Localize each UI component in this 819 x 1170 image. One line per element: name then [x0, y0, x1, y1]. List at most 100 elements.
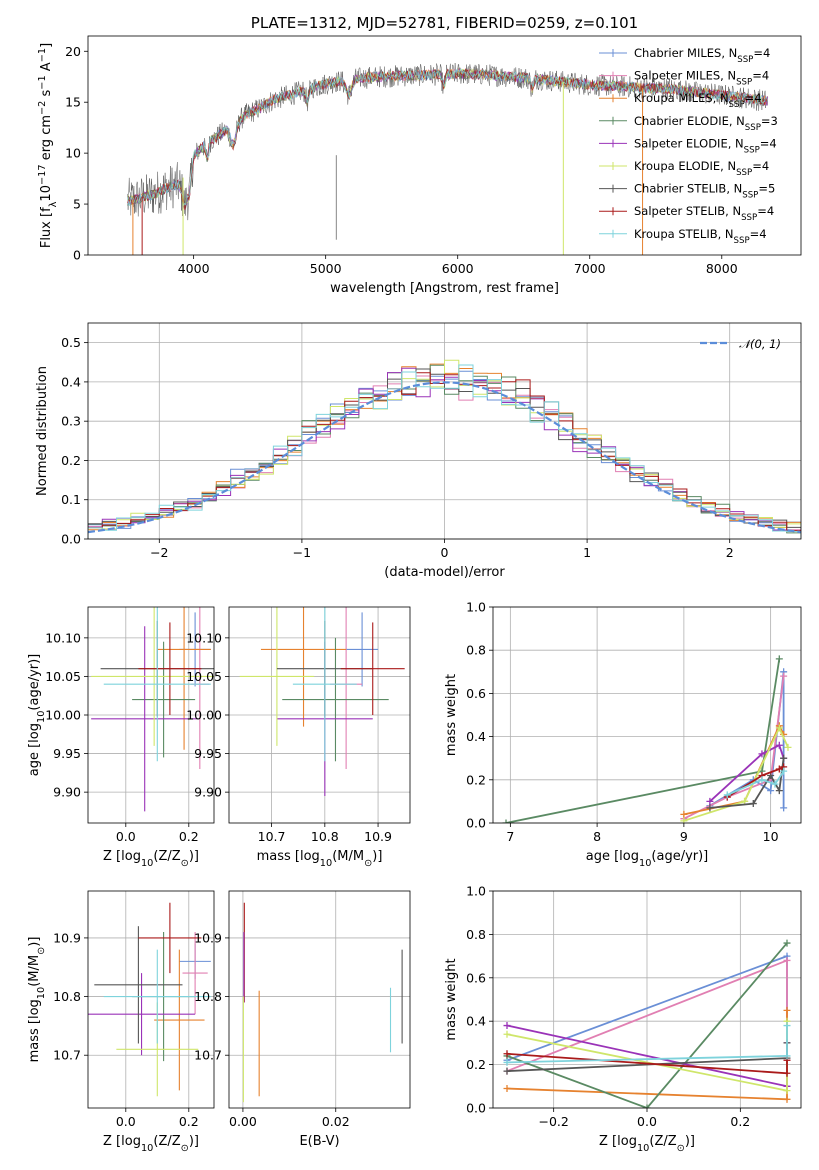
y-tick-label: 0.6: [466, 686, 486, 701]
weight-marker: [680, 817, 688, 823]
y-tick-label: 0.2: [466, 1057, 486, 1072]
age-vs-mass-panel: 10.7 10.8 10.9 9.90 9.95 10.00 10.05 10.10 mass …: [186, 606, 411, 869]
y-tick-label: 10.9: [194, 930, 222, 945]
weight-marker: [775, 765, 783, 773]
y-tick-label: 10.9: [53, 930, 81, 945]
weight-marker: [783, 1022, 791, 1030]
weight-line: [505, 658, 781, 823]
y-tick-label: 0.0: [466, 1101, 486, 1116]
y-tick-label: 0.4: [466, 729, 486, 744]
axes-frame: [87, 35, 802, 256]
legend-label: Chabrier STELIB, NSSP=5: [634, 182, 775, 201]
legend-label: Kroupa ELODIE, NSSP=4: [634, 159, 769, 178]
weight-marker: [775, 655, 783, 663]
x-tick-label: 0.0: [116, 829, 136, 844]
x-tick-label: 0.2: [179, 829, 199, 844]
legend-label: Kroupa MILES, NSSP=4: [634, 91, 762, 110]
weight-marker: [783, 1052, 791, 1060]
weight-marker: [706, 804, 714, 812]
y-tick-label: 10.10: [186, 630, 222, 645]
y-tick-label: 10.8: [53, 989, 81, 1004]
y-tick-label: 0.1: [61, 492, 81, 507]
histogram-step: [88, 364, 801, 539]
weight-marker: [775, 787, 783, 795]
y-tick-label: 10.00: [186, 708, 222, 723]
x-axis-label: (data-model)/error: [384, 565, 505, 580]
weight-marker: [758, 750, 766, 758]
y-axis-label: Normed distribution: [35, 366, 50, 496]
x-tick-label: 0.2: [730, 1114, 750, 1129]
y-tick-label: 10.7: [194, 1048, 222, 1063]
weight-line: [709, 743, 785, 803]
weight-marker: [503, 1067, 511, 1075]
mass-weight-vs-Z-panel: −0.2 0.0 0.2 0.0 0.2 0.4 0.6 0.8 1.0 Z [log10(Z/Z…: [444, 884, 802, 1154]
axes-frame: [87, 606, 215, 824]
axes-frame: [87, 890, 215, 1109]
weight-marker: [783, 1095, 791, 1103]
model-spectrum-line: [127, 68, 768, 210]
weight-marker: [783, 1087, 791, 1095]
axes-frame: [87, 322, 802, 540]
y-axis-label: mass [log10(M/M⊙)]: [27, 937, 47, 1063]
weight-marker: [780, 672, 788, 680]
legend-label: Kroupa STELIB, NSSP=4: [634, 227, 767, 246]
weight-marker: [503, 1022, 511, 1030]
y-tick-label: 10.00: [45, 708, 81, 723]
y-tick-label: 9.95: [53, 746, 81, 761]
x-axis-label: Z [log10(Z/Z⊙)]: [599, 1134, 695, 1154]
plot-area: [127, 62, 769, 255]
weight-marker: [780, 804, 788, 812]
spectrum-panel: 4000 5000 6000 7000 8000 0 5 10 15 20 PLATE=1312, …: [37, 14, 802, 296]
x-tick-label: 2: [726, 545, 734, 560]
age-vs-Z-panel: 0.0 0.2 9.90 9.95 10.00 10.05 10.10 Z [log10(Z/…: [27, 606, 215, 869]
plot-area: [91, 607, 214, 812]
x-axis-label: Z [log10(Z/Z⊙)]: [103, 1134, 199, 1154]
weight-line: [683, 723, 785, 816]
weight-marker: [783, 1006, 791, 1014]
x-tick-label: −0.2: [538, 1114, 568, 1129]
weight-marker: [706, 797, 714, 805]
y-axis-label: Flux [fλ10−17 erg cm−2 s−1 A−1]: [37, 43, 59, 248]
x-tick-label: 8000: [706, 261, 738, 276]
x-axis-label: wavelength [Angstrom, rest frame]: [330, 281, 559, 296]
weight-marker: [783, 1069, 791, 1077]
mass-weight-vs-age-panel: 7 8 9 10 0.0 0.2 0.4 0.6 0.8 1.0 age [log10(age/yr…: [444, 600, 802, 869]
weight-line: [683, 725, 789, 822]
x-tick-label: 0.00: [229, 1114, 257, 1129]
legend-label: 𝒩(0, 1): [739, 337, 781, 351]
weight-marker: [749, 800, 757, 808]
normal-curve: [88, 381, 801, 534]
weight-marker: [758, 776, 766, 784]
plot-area: [242, 902, 403, 1103]
x-tick-label: 10.8: [311, 829, 339, 844]
y-axis-label: age [log10(age/yr)]: [27, 654, 47, 777]
x-axis-label: E(B-V): [299, 1134, 339, 1149]
axes-frame: [228, 606, 411, 824]
y-tick-label: 0.0: [61, 532, 81, 547]
legend-label: Salpeter MILES, NSSP=4: [634, 69, 769, 88]
x-tick-label: 10: [763, 829, 779, 844]
weight-marker: [780, 754, 788, 762]
weight-marker: [643, 1104, 651, 1108]
x-axis-label: age [log10(age/yr)]: [586, 849, 709, 869]
mass-vs-Z-panel: 0.0 0.2 10.7 10.8 10.9 Z [log10(Z/Z⊙)] mass [l…: [27, 890, 215, 1154]
weight-marker: [503, 1030, 511, 1038]
mass-vs-EBV-panel: 0.00 0.02 10.7 10.8 10.9 E(B-V): [194, 890, 411, 1149]
plot-area: [239, 607, 405, 796]
weight-marker: [775, 724, 783, 732]
x-tick-label: 1: [583, 545, 591, 560]
y-tick-label: 10.8: [194, 989, 222, 1004]
y-tick-label: 0.3: [61, 414, 81, 429]
y-tick-label: 10.10: [45, 630, 81, 645]
plot-area: [88, 902, 211, 1097]
y-tick-label: 0.5: [61, 335, 81, 350]
x-axis-label: mass [log10(M/M⊙)]: [257, 849, 383, 869]
x-tick-label: −2: [150, 545, 168, 560]
y-tick-label: 0.2: [61, 453, 81, 468]
weight-marker: [767, 787, 775, 795]
axes-frame: [492, 606, 802, 824]
legend-label: Salpeter ELODIE, NSSP=4: [634, 136, 777, 155]
axes-frame: [228, 890, 411, 1109]
weight-marker: [783, 939, 791, 947]
